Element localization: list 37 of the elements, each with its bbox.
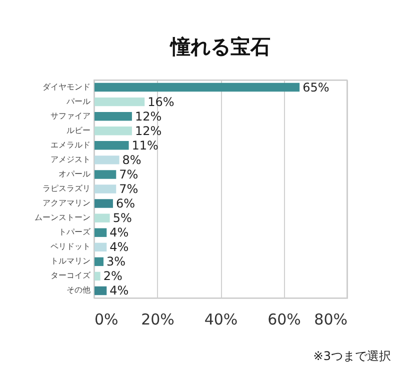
y-tick-label: ターコイズ: [50, 271, 92, 280]
y-tick-label: ラピスラズリ: [42, 184, 90, 193]
x-tick-label: 0%: [94, 310, 118, 328]
data-label: 5%: [112, 211, 132, 226]
data-label: 16%: [148, 94, 174, 109]
y-tick-label: パール: [66, 96, 90, 106]
data-label: 11%: [132, 138, 158, 152]
y-tick-label: ムーンストーン: [34, 213, 90, 222]
y-tick-label: アクアマリン: [42, 198, 90, 208]
y-tick-label: サファイア: [50, 111, 90, 120]
x-tick-label: 60%: [268, 310, 301, 328]
data-label: 6%: [116, 196, 136, 211]
y-tick-label: トルマリン: [50, 256, 90, 266]
data-label: 65%: [302, 80, 330, 94]
data-label: 7%: [119, 182, 138, 196]
data-label: 3%: [106, 254, 126, 269]
y-tick-label: ルビー: [66, 126, 90, 135]
y-tick-label: ダイヤモンド: [42, 82, 90, 92]
x-tick-label: 40%: [204, 310, 238, 328]
data-label: 2%: [103, 269, 122, 284]
x-tick-label: 20%: [141, 310, 174, 328]
data-label: 12%: [134, 124, 162, 138]
text: ※3つまで選択: [313, 349, 391, 363]
data-label: 7%: [119, 167, 138, 182]
y-tick-label: ペリドット: [50, 242, 90, 252]
data-label: 8%: [122, 152, 142, 167]
y-tick-label: エメラルド: [50, 140, 90, 150]
chart-title: 憧れる宝石: [168, 34, 270, 58]
y-tick-label: トパーズ: [58, 228, 92, 237]
y-tick-label: その他: [66, 286, 90, 295]
y-tick-label: オパール: [58, 169, 90, 178]
y-tick-label: アメジスト: [50, 154, 90, 164]
data-label: 4%: [110, 226, 129, 240]
data-label: 4%: [110, 240, 129, 254]
data-label: 4%: [110, 284, 129, 298]
x-tick-label: 80%: [314, 310, 348, 328]
data-label: 12%: [134, 109, 162, 124]
